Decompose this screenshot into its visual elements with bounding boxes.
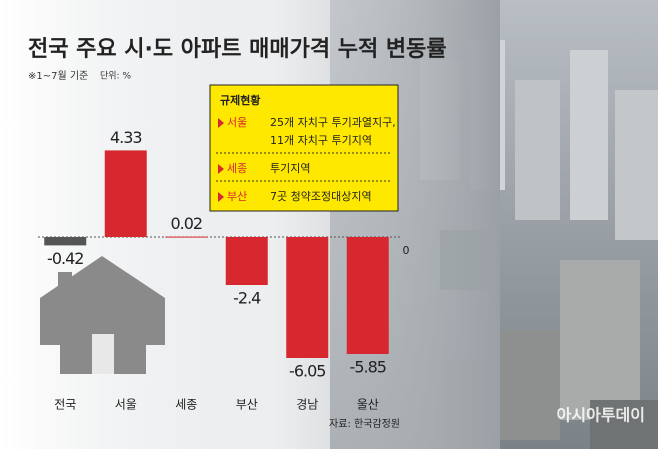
- value-label: -6.05: [289, 362, 325, 381]
- annotation-region: 부산: [227, 190, 247, 203]
- x-tick-label: 경남: [296, 398, 318, 412]
- source: 자료: 한국감정원: [329, 418, 400, 430]
- subtitle: ※1~7월 기준: [28, 70, 88, 82]
- value-label: -0.42: [47, 249, 83, 268]
- x-tick-label: 울산: [357, 398, 379, 412]
- annotation-text: 7곳 청약조정대상지역: [270, 189, 372, 203]
- annotation-region: 서울: [227, 116, 247, 129]
- x-tick-label: 서울: [115, 398, 137, 412]
- watermark: 아시아투데이: [557, 406, 645, 425]
- annotation-text: 투기지역: [270, 162, 310, 175]
- marker: [218, 118, 224, 128]
- unit: 단위: %: [100, 71, 131, 82]
- x-tick-label: 세종: [175, 398, 197, 412]
- house-icon: [40, 256, 165, 374]
- bar: [286, 237, 329, 358]
- x-tick-label: 부산: [236, 398, 258, 412]
- bar: [104, 150, 147, 237]
- marker: [218, 164, 224, 174]
- y-tick-label: 0: [403, 244, 410, 257]
- annotation-title: 규제현황: [220, 93, 260, 107]
- x-tick-label: 전국: [54, 398, 76, 412]
- bar: [346, 237, 389, 354]
- chart-title: 전국 주요 시·도 아파트 매매가격 누적 변동률: [28, 37, 447, 62]
- bar: [225, 237, 268, 285]
- annotation-text: 25개 자치구 투기과열지구,: [270, 116, 396, 129]
- bar: [44, 237, 87, 246]
- value-label: -5.85: [350, 358, 386, 377]
- bar: [165, 236, 208, 238]
- annotation-region: 세종: [227, 162, 247, 175]
- value-label: -2.4: [233, 289, 261, 308]
- value-label: 4.33: [110, 128, 142, 147]
- value-label: 0.02: [170, 214, 202, 233]
- marker: [218, 192, 224, 202]
- annotation-text: 11개 자치구 투기지역: [270, 134, 372, 147]
